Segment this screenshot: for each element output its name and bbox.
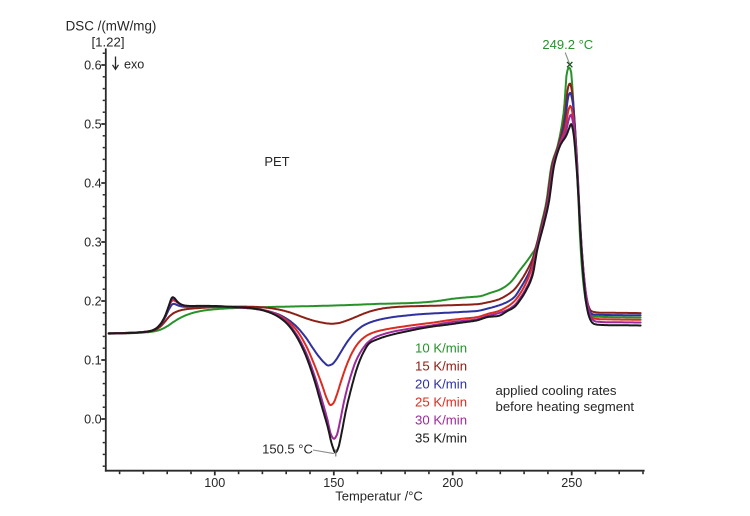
svg-text:applied cooling rates: applied cooling rates [496,383,617,398]
svg-text:249.2 °C: 249.2 °C [542,37,593,52]
svg-text:0.0: 0.0 [84,413,102,427]
svg-text:100: 100 [204,476,225,490]
svg-text:PET: PET [264,154,289,169]
svg-text:[1.22]: [1.22] [92,35,125,50]
svg-text:150: 150 [323,476,344,490]
svg-text:before heating segment: before heating segment [496,399,635,414]
svg-text:150.5 °C: 150.5 °C [262,442,313,457]
svg-text:0.3: 0.3 [84,236,102,250]
svg-text:20 K/min: 20 K/min [415,376,467,391]
svg-text:Temperatur /°C: Temperatur /°C [335,488,423,503]
svg-text:35 K/min: 35 K/min [415,430,467,445]
svg-text:30 K/min: 30 K/min [415,412,467,427]
svg-text:DSC /(mW/mg): DSC /(mW/mg) [66,19,157,34]
svg-text:200: 200 [442,476,463,490]
svg-text:0.5: 0.5 [84,118,102,132]
svg-text:0.1: 0.1 [84,354,102,368]
svg-text:25 K/min: 25 K/min [415,394,467,409]
svg-text:0.6: 0.6 [84,59,102,73]
svg-text:0.4: 0.4 [84,177,102,191]
svg-text:15 K/min: 15 K/min [415,358,467,373]
svg-text:10 K/min: 10 K/min [415,340,467,355]
svg-text:0.2: 0.2 [84,295,102,309]
svg-text:exo: exo [124,57,144,71]
svg-text:250: 250 [561,476,582,490]
